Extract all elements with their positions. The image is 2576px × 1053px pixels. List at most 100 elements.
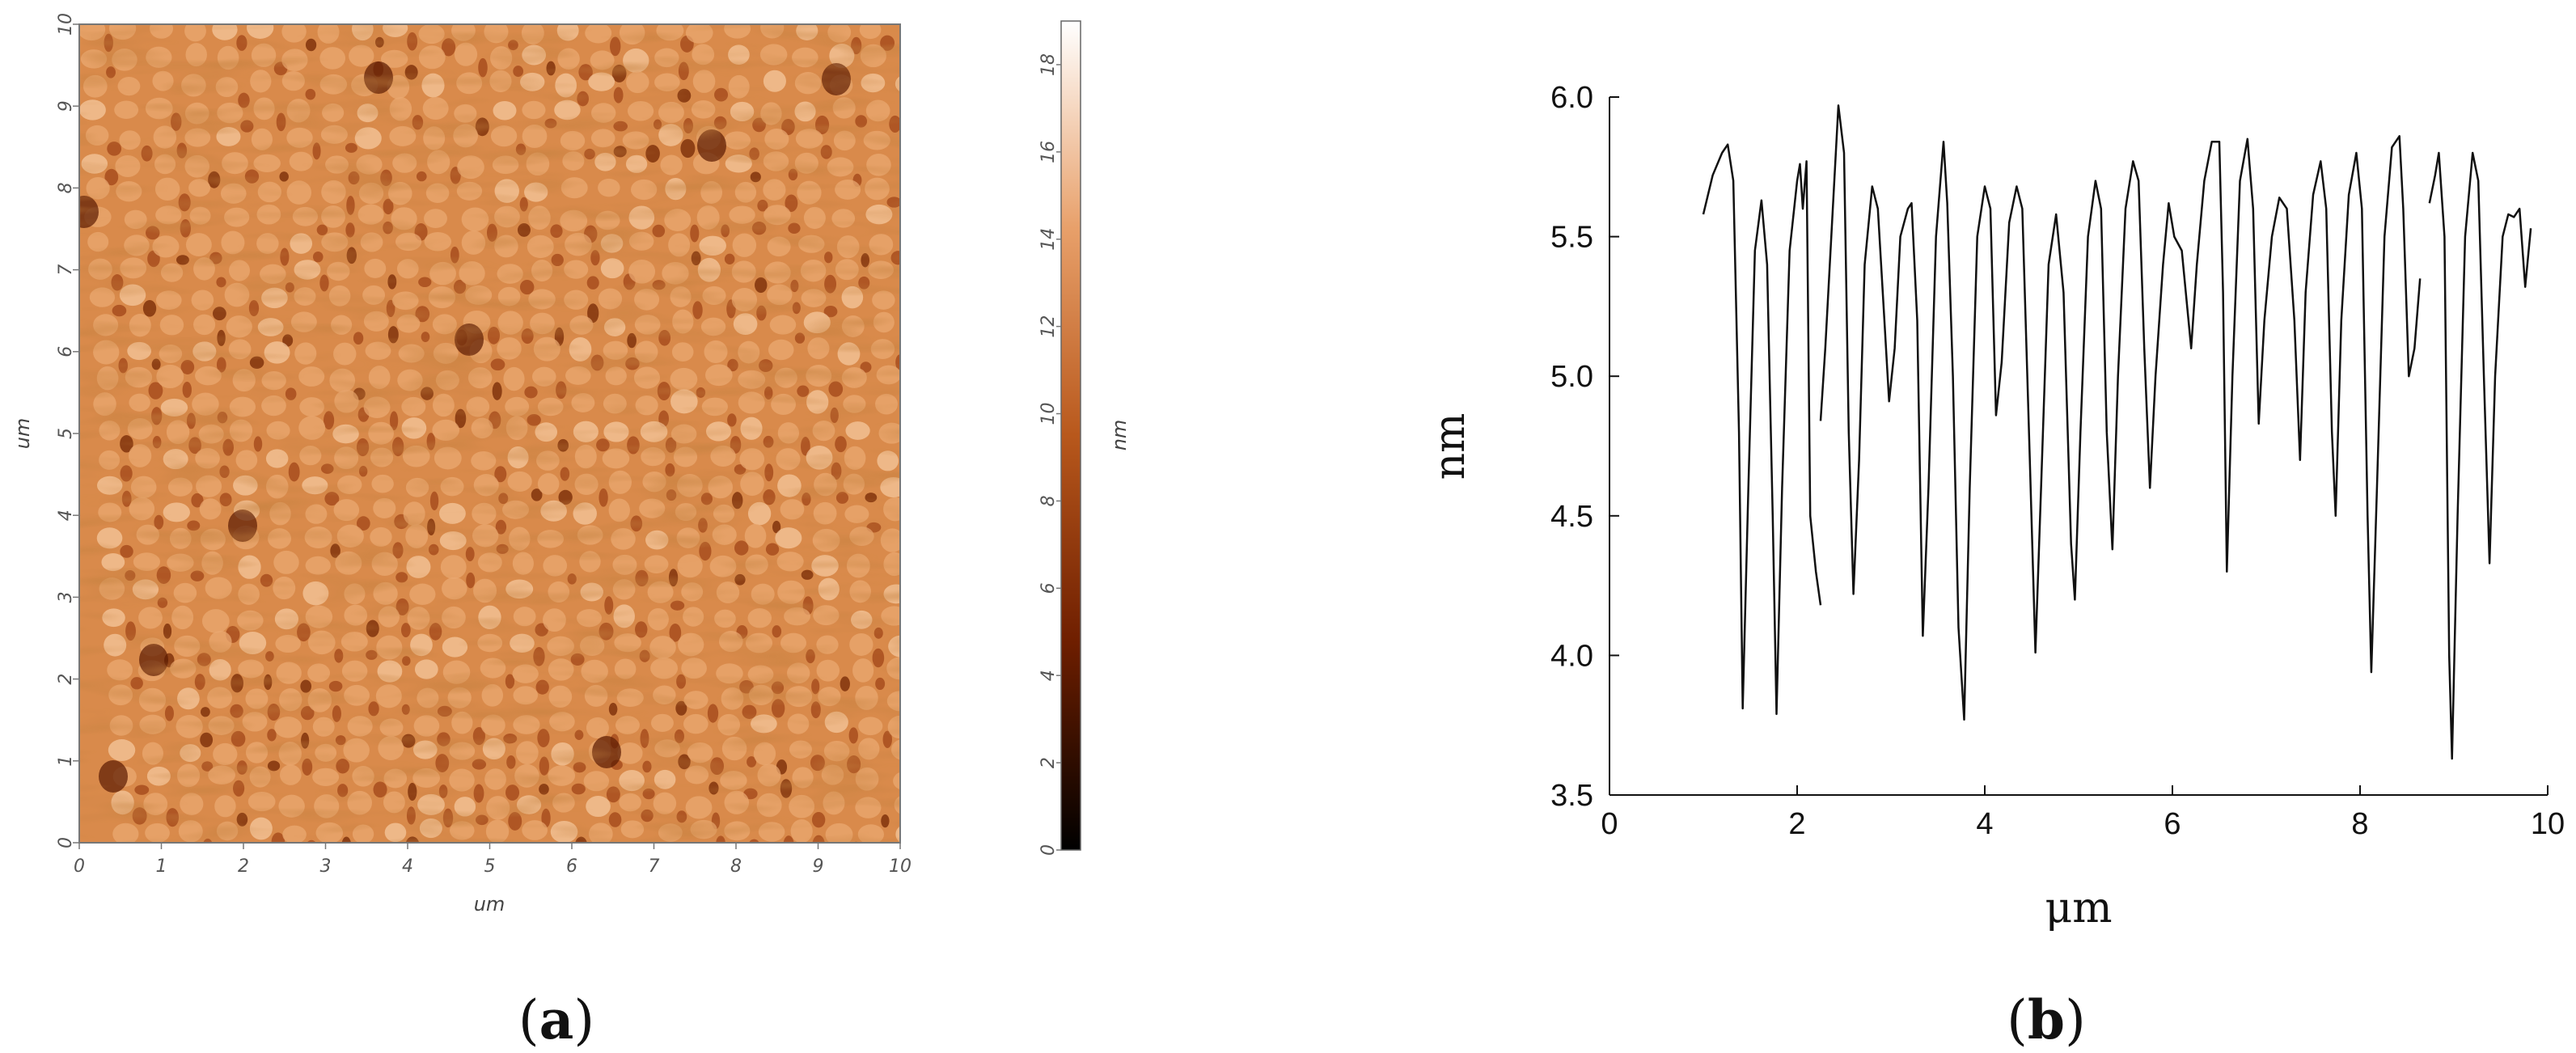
profile-line-segment: [1702, 143, 1822, 716]
afm-mound: [523, 849, 545, 869]
afm-y-tick-label: 8: [56, 182, 76, 193]
afm-x-tick-label: 8: [730, 856, 742, 877]
afm-pit: [750, 868, 761, 878]
profile-x-ticks: 0 2 4 6 8 10: [1601, 785, 2565, 841]
afm-y-tick-label: 0: [56, 837, 76, 848]
afm-y-tick-label: 6: [56, 346, 76, 357]
profile-y-tick-label: 4.0: [1550, 639, 1593, 673]
afm-panel: 0 1 2 3 4 5 6 7 8 9 10 0 1 2 3 4 5 6 7 8 9 10 um um: [11, 13, 929, 916]
afm-texture-overlay: [79, 24, 900, 843]
afm-pit: [912, 733, 923, 747]
colorbar-tick-label: 10: [1038, 403, 1059, 425]
afm-x-ticks: 0 1 2 3 4 5 6 7 8 9 10: [74, 843, 912, 877]
afm-pit: [911, 674, 921, 690]
afm-mound: [829, 848, 856, 867]
afm-y-tick-label: 10: [56, 13, 76, 36]
afm-mound: [421, 847, 444, 869]
profile-y-label: nm: [1426, 413, 1474, 480]
afm-y-tick-label: 5: [56, 428, 76, 439]
afm-x-tick-label: 3: [320, 856, 332, 877]
colorbar-tick-label: 0: [1038, 844, 1059, 856]
profile-x-tick-label: 6: [2164, 807, 2181, 841]
afm-pit: [903, 440, 914, 453]
afm-mound: [285, 849, 311, 872]
afm-x-tick-label: 5: [484, 856, 496, 877]
profile-x-tick-label: 4: [1976, 807, 1993, 841]
afm-x-label: um: [474, 893, 505, 916]
profile-x-tick-label: 0: [1601, 807, 1618, 841]
afm-pit: [905, 494, 916, 506]
colorbar-tick-label: 4: [1038, 670, 1059, 681]
afm-y-ticks: 0 1 2 3 4 5 6 7 8 9 10: [56, 13, 79, 848]
profile-y-tick-label: 5.5: [1550, 221, 1593, 255]
profile-line-segment: [2428, 151, 2532, 760]
afm-mound: [183, 848, 205, 868]
afm-pit: [510, 864, 522, 874]
colorbar-tick-label: 16: [1038, 141, 1059, 163]
colorbar-tick-label: 14: [1038, 228, 1059, 251]
afm-x-tick-label: 9: [813, 856, 824, 877]
afm-pit: [778, 865, 792, 882]
afm-y-tick-label: 1: [56, 755, 76, 767]
caption-b-letter: b: [2028, 988, 2065, 1051]
afm-mound: [250, 847, 273, 869]
afm-mound: [116, 844, 138, 867]
afm-y-tick-label: 3: [56, 591, 76, 603]
profile-y-tick-label: 6.0: [1550, 81, 1593, 115]
afm-y-label: um: [11, 418, 34, 450]
afm-mound: [757, 850, 780, 871]
afm-y-tick-label: 4: [56, 510, 76, 521]
profile-series: [1702, 104, 2532, 760]
colorbar-ticks: 0 2 4 6 8 10 12 14 16 18: [1038, 53, 1061, 856]
afm-x-tick-label: 4: [402, 856, 413, 877]
caption-b: (b): [2007, 988, 2086, 1051]
afm-pit: [912, 709, 923, 720]
colorbar-label: nm: [1108, 420, 1131, 451]
profile-y-tick-label: 4.5: [1550, 500, 1593, 534]
caption-a-letter: a: [539, 988, 574, 1051]
colorbar-tick-label: 2: [1038, 757, 1059, 768]
afm-pit: [272, 865, 285, 879]
afm-x-tick-label: 10: [889, 856, 912, 877]
afm-y-tick-label: 7: [56, 264, 76, 276]
afm-pit: [916, 864, 925, 883]
afm-pit: [916, 784, 928, 803]
afm-pit: [139, 842, 146, 843]
profile-x-tick-label: 8: [2351, 807, 2368, 841]
profile-panel: 0 2 4 6 8 10 3.5 4.0 4.5 5.0 5.5 6.0 μm nm: [1426, 81, 2565, 932]
profile-x-tick-label: 10: [2531, 807, 2565, 841]
afm-pit: [309, 867, 320, 881]
afm-pit: [205, 865, 218, 877]
afm-x-tick-label: 0: [74, 856, 85, 877]
afm-x-tick-label: 2: [238, 856, 249, 877]
afm-y-tick-label: 9: [56, 100, 76, 112]
profile-y-tick-label: 5.0: [1550, 360, 1593, 394]
afm-pit: [916, 811, 929, 826]
profile-y-tick-label: 3.5: [1550, 779, 1593, 813]
profile-x-label: μm: [2045, 884, 2112, 932]
afm-pit: [907, 514, 918, 531]
afm-mound: [353, 849, 374, 872]
afm-x-tick-label: 6: [566, 856, 577, 877]
afm-mound: [657, 846, 679, 867]
colorbar-tick-label: 6: [1038, 582, 1059, 594]
afm-pit: [442, 863, 457, 881]
afm-mound: [589, 846, 610, 865]
profile-line-segment: [1819, 104, 2422, 721]
afm-pit: [167, 867, 180, 882]
colorbar-tick-label: 8: [1038, 495, 1059, 506]
afm-pit: [912, 653, 924, 666]
afm-x-tick-label: 1: [156, 856, 167, 877]
colorbar: 0 2 4 6 8 10 12 14 16 18 nm: [1038, 20, 1131, 856]
colorbar-tick-label: 12: [1038, 315, 1059, 338]
afm-mound: [687, 844, 713, 866]
afm-pit: [611, 862, 622, 877]
afm-mound: [628, 845, 649, 865]
afm-pit: [137, 861, 152, 876]
afm-x-tick-label: 7: [649, 856, 660, 877]
caption-a: (a): [518, 988, 594, 1051]
afm-mound: [861, 849, 886, 870]
colorbar-gradient: [1060, 20, 1081, 851]
afm-pit: [899, 385, 900, 391]
